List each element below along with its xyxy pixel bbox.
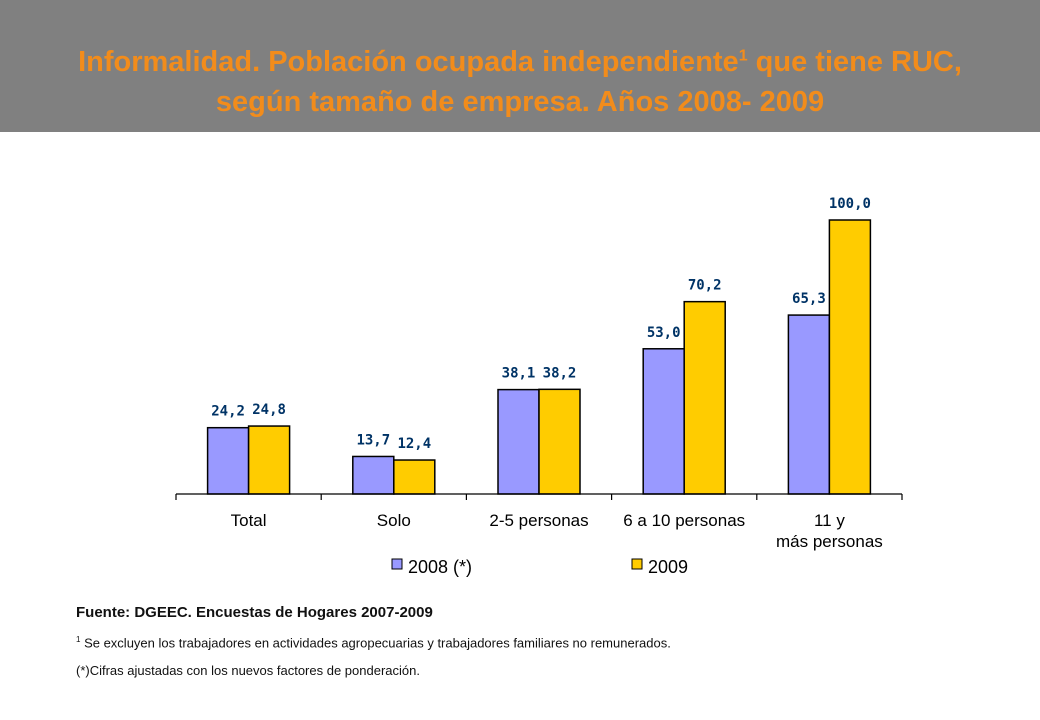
footnote-marker: 1 — [76, 635, 81, 644]
bar-2008-total — [206, 426, 250, 495]
page-title: Informalidad. Población ocupada independ… — [0, 42, 1040, 122]
title-line-2: según tamaño de empresa. Años 2008- 2009 — [215, 86, 825, 118]
bar-2008-2-5-personas — [497, 388, 540, 495]
value-label: 65,3 — [792, 291, 826, 307]
title-footnote-marker: 1 — [738, 47, 748, 65]
legend-label-2009: 2009 — [648, 557, 688, 577]
category-label: 2-5 personas — [489, 511, 588, 530]
adjusted-note: (*)Cifras ajustadas con los nuevos facto… — [76, 663, 420, 679]
category-label: Solo — [377, 511, 411, 530]
value-label: 70,2 — [688, 278, 722, 294]
title-line-1: Informalidad. Población ocupada independ… — [78, 46, 962, 78]
bar-2009-total — [247, 425, 291, 495]
legend-label-2008: 2008 (*) — [408, 557, 472, 577]
value-label: 24,8 — [252, 402, 286, 418]
bar-2008-6-a-10-personas — [642, 348, 685, 495]
bar-2008-11-y-m-s-personas — [787, 314, 831, 495]
footnote: 1 Se excluyen los trabajadores en activi… — [76, 635, 671, 651]
notes: Fuente: DGEEC. Encuestas de Hogares 2007… — [76, 604, 671, 691]
value-label: 12,4 — [397, 436, 431, 452]
category-label: 11 y más personas — [776, 511, 883, 551]
bar-2009-11-y-m-s-personas — [828, 219, 872, 495]
value-label: 38,1 — [502, 366, 536, 382]
bar-2008-solo — [352, 455, 395, 495]
bar-2009-solo — [393, 459, 436, 495]
category-label: Total — [231, 511, 267, 530]
chart-legend: 2008 (*) 2009 — [391, 557, 688, 577]
category-label: 6 a 10 personas — [623, 511, 745, 530]
source-note: Fuente: DGEEC. Encuestas de Hogares 2007… — [76, 604, 433, 621]
bars-group: 24,2 24,8 13,7 12,4 38,1 38,2 53,0 70,2 65,3 100,… — [206, 196, 872, 495]
bar-2009-6-a-10-personas — [683, 300, 726, 495]
value-label: 53,0 — [647, 325, 681, 341]
value-label: 38,2 — [543, 365, 577, 381]
value-label: 13,7 — [356, 432, 390, 448]
bar-chart: 24,2 24,8 13,7 12,4 38,1 38,2 53,0 70,2 65,3 100,… — [175, 196, 903, 577]
value-label: 24,2 — [211, 404, 245, 420]
legend-swatch-2008 — [391, 558, 403, 570]
title-banner: Informalidad. Población ocupada independ… — [0, 0, 1040, 132]
value-label: 100,0 — [829, 196, 871, 212]
legend-swatch-2009 — [631, 558, 643, 570]
x-axis: Total Solo 2-5 personas 6 a 10 personas 11 y… — [175, 493, 903, 551]
bar-2009-2-5-personas — [538, 388, 581, 495]
